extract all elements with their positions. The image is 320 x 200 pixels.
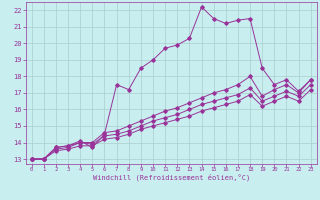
X-axis label: Windchill (Refroidissement éolien,°C): Windchill (Refroidissement éolien,°C) [92, 174, 250, 181]
